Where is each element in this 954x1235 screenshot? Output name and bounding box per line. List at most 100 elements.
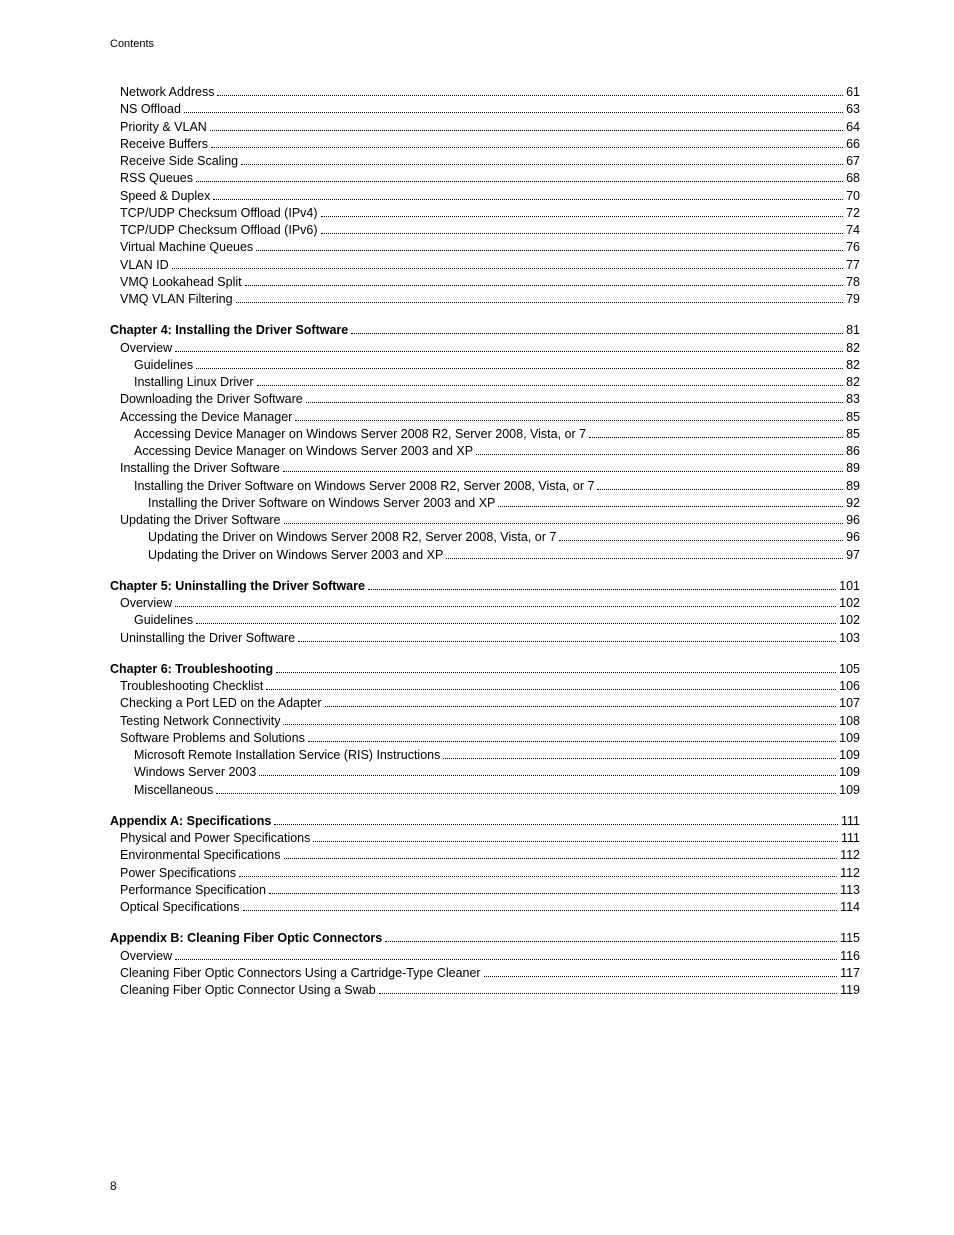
toc-entry[interactable]: Microsoft Remote Installation Service (R…: [110, 747, 860, 764]
toc-entry-page: 109: [839, 782, 860, 799]
toc-dots-leader: [589, 437, 843, 438]
toc-entry[interactable]: Guidelines82: [110, 357, 860, 374]
toc-entry[interactable]: Appendix B: Cleaning Fiber Optic Connect…: [110, 930, 860, 947]
toc-entry[interactable]: Installing the Driver Software on Window…: [110, 495, 860, 512]
toc-dots-leader: [325, 706, 837, 707]
toc-entry[interactable]: Virtual Machine Queues 76: [110, 239, 860, 256]
toc-entry[interactable]: Priority & VLAN64: [110, 119, 860, 136]
toc-entry-label: NS Offload: [120, 101, 181, 118]
toc-entry[interactable]: Installing Linux Driver82: [110, 374, 860, 391]
toc-entry[interactable]: Software Problems and Solutions109: [110, 730, 860, 747]
toc-entry-page: 77: [846, 257, 860, 274]
toc-entry-label: Cleaning Fiber Optic Connector Using a S…: [120, 982, 376, 999]
toc-entry[interactable]: Installing the Driver Software on Window…: [110, 478, 860, 495]
toc-entry-label: TCP/UDP Checksum Offload (IPv6): [120, 222, 318, 239]
toc-entry[interactable]: Chapter 5: Uninstalling the Driver Softw…: [110, 578, 860, 595]
toc-entry[interactable]: Power Specifications 112: [110, 865, 860, 882]
toc-dots-leader: [559, 540, 843, 541]
toc-dots-leader: [216, 793, 836, 794]
toc-entry-label: Installing the Driver Software: [120, 460, 280, 477]
toc-entry-page: 72: [846, 205, 860, 222]
toc-entry[interactable]: Accessing Device Manager on Windows Serv…: [110, 426, 860, 443]
toc-entry[interactable]: Updating the Driver on Windows Server 20…: [110, 529, 860, 546]
toc-entry[interactable]: Guidelines102: [110, 612, 860, 629]
toc-entry[interactable]: Physical and Power Specifications111: [110, 830, 860, 847]
toc-entry-page: 106: [839, 678, 860, 695]
toc-entry[interactable]: Environmental Specifications112: [110, 847, 860, 864]
toc-entry[interactable]: Miscellaneous109: [110, 782, 860, 799]
toc-entry[interactable]: Installing the Driver Software89: [110, 460, 860, 477]
toc-dots-leader: [306, 402, 843, 403]
toc-entry-label: Guidelines: [134, 357, 193, 374]
toc-entry[interactable]: Speed & Duplex70: [110, 188, 860, 205]
toc-entry-page: 111: [841, 830, 860, 847]
toc-dots-leader: [211, 147, 843, 148]
toc-dots-leader: [196, 181, 843, 182]
toc-entry[interactable]: Windows Server 2003109: [110, 764, 860, 781]
toc-entry-label: Accessing Device Manager on Windows Serv…: [134, 443, 473, 460]
toc-entry[interactable]: Chapter 6: Troubleshooting 105: [110, 661, 860, 678]
toc-entry[interactable]: Overview116: [110, 948, 860, 965]
toc-entry[interactable]: VMQ VLAN Filtering79: [110, 291, 860, 308]
toc-entry-page: 63: [846, 101, 860, 118]
toc-entry[interactable]: RSS Queues68: [110, 170, 860, 187]
toc-entry-label: Network Address: [120, 84, 214, 101]
toc-dots-leader: [269, 893, 837, 894]
toc-entry-page: 76: [846, 239, 860, 256]
toc-dots-leader: [243, 910, 838, 911]
toc-entry-label: Updating the Driver on Windows Server 20…: [148, 529, 556, 546]
toc-entry[interactable]: TCP/UDP Checksum Offload (IPv6) 74: [110, 222, 860, 239]
toc-dots-leader: [308, 741, 836, 742]
toc-entry[interactable]: Overview82: [110, 340, 860, 357]
toc-entry[interactable]: Chapter 4: Installing the Driver Softwar…: [110, 322, 860, 339]
toc-entry[interactable]: Receive Side Scaling67: [110, 153, 860, 170]
toc-entry[interactable]: Appendix A: Specifications 111: [110, 813, 860, 830]
toc-dots-leader: [351, 333, 843, 334]
toc-entry[interactable]: Uninstalling the Driver Software103: [110, 630, 860, 647]
toc-entry[interactable]: Updating the Driver on Windows Server 20…: [110, 547, 860, 564]
toc-entry[interactable]: Checking a Port LED on the Adapter107: [110, 695, 860, 712]
toc-entry[interactable]: VMQ Lookahead Split78: [110, 274, 860, 291]
toc-entry[interactable]: Downloading the Driver Software83: [110, 391, 860, 408]
toc-dots-leader: [245, 285, 843, 286]
toc-entry[interactable]: NS Offload 63: [110, 101, 860, 118]
toc-entry[interactable]: TCP/UDP Checksum Offload (IPv4)72: [110, 205, 860, 222]
toc-entry-label: Troubleshooting Checklist: [120, 678, 263, 695]
toc-dots-leader: [266, 689, 836, 690]
toc-group: Chapter 6: Troubleshooting 105Troublesho…: [110, 661, 860, 799]
toc-entry-page: 116: [840, 948, 860, 965]
toc-entry[interactable]: Testing Network Connectivity 108: [110, 713, 860, 730]
toc-entry[interactable]: Performance Specification113: [110, 882, 860, 899]
toc-entry[interactable]: Optical Specifications114: [110, 899, 860, 916]
toc-entry[interactable]: Network Address61: [110, 84, 860, 101]
toc-entry-label: Power Specifications: [120, 865, 236, 882]
toc-entry[interactable]: Updating the Driver Software96: [110, 512, 860, 529]
toc-entry-page: 74: [846, 222, 860, 239]
toc-entry-page: 86: [846, 443, 860, 460]
toc-entry-page: 117: [840, 965, 860, 982]
toc-dots-leader: [175, 351, 843, 352]
toc-entry[interactable]: Accessing the Device Manager85: [110, 409, 860, 426]
toc-entry[interactable]: Cleaning Fiber Optic Connectors Using a …: [110, 965, 860, 982]
toc-dots-leader: [295, 420, 843, 421]
toc-entry[interactable]: Cleaning Fiber Optic Connector Using a S…: [110, 982, 860, 999]
toc-entry-label: Testing Network Connectivity: [120, 713, 280, 730]
page-header: Contents: [110, 38, 860, 50]
toc-entry[interactable]: Accessing Device Manager on Windows Serv…: [110, 443, 860, 460]
toc-dots-leader: [446, 558, 843, 559]
toc-entry-page: 115: [840, 930, 860, 947]
toc-entry[interactable]: Receive Buffers66: [110, 136, 860, 153]
toc-entry[interactable]: Troubleshooting Checklist 106: [110, 678, 860, 695]
toc-entry[interactable]: Overview102: [110, 595, 860, 612]
toc-entry[interactable]: VLAN ID77: [110, 257, 860, 274]
toc-entry-label: Appendix A: Specifications: [110, 813, 271, 830]
toc-entry-page: 96: [846, 529, 860, 546]
toc-entry-label: Receive Buffers: [120, 136, 208, 153]
toc-entry-label: Virtual Machine Queues: [120, 239, 253, 256]
toc-dots-leader: [321, 233, 844, 234]
toc-entry-page: 108: [839, 713, 860, 730]
toc-entry-label: Checking a Port LED on the Adapter: [120, 695, 322, 712]
toc-entry-label: Accessing Device Manager on Windows Serv…: [134, 426, 586, 443]
toc-dots-leader: [313, 841, 838, 842]
toc-entry-page: 112: [840, 865, 860, 882]
